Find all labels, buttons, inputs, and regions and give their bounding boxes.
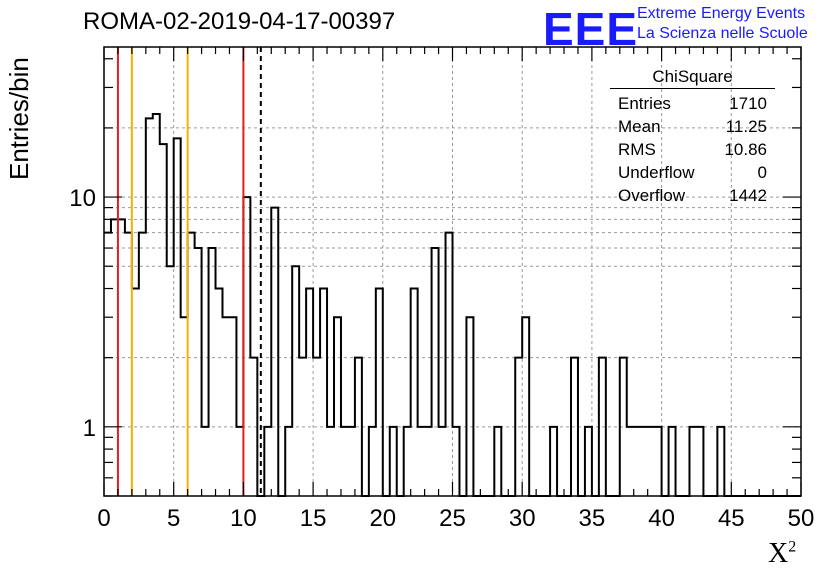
y-tick-label: 1 bbox=[83, 415, 96, 442]
stats-value: 11.25 bbox=[726, 115, 767, 138]
stats-row-entries: Entries 1710 bbox=[610, 92, 775, 115]
stats-value: 1710 bbox=[729, 92, 767, 115]
stats-label: RMS bbox=[618, 138, 656, 161]
stats-box: ChiSquare Entries 1710 Mean 11.25 RMS 10.86… bbox=[610, 67, 775, 207]
org-tagline: La Scienza nelle Scuole bbox=[637, 24, 808, 44]
y-tick-label: 10 bbox=[69, 185, 96, 212]
stats-row-underflow: Underflow 0 bbox=[610, 161, 775, 184]
eee-logo: EEE bbox=[543, 2, 638, 56]
x-tick-label: 0 bbox=[97, 505, 110, 532]
x-tick-label: 30 bbox=[509, 505, 536, 532]
stats-label: Entries bbox=[618, 92, 671, 115]
stats-title: ChiSquare bbox=[610, 67, 775, 89]
x-tick-label: 35 bbox=[579, 505, 606, 532]
x-tick-label: 20 bbox=[369, 505, 396, 532]
x-tick-label: 40 bbox=[648, 505, 675, 532]
x-tick-label: 25 bbox=[439, 505, 466, 532]
x-tick-label: 45 bbox=[718, 505, 745, 532]
x-tick-label: 10 bbox=[230, 505, 257, 532]
stats-label: Overflow bbox=[618, 184, 685, 207]
stats-row-rms: RMS 10.86 bbox=[610, 138, 775, 161]
stats-value: 0 bbox=[758, 161, 767, 184]
stats-label: Mean bbox=[618, 115, 661, 138]
chart-title: ROMA-02-2019-04-17-00397 bbox=[83, 8, 395, 36]
org-name: Extreme Energy Events bbox=[637, 4, 808, 24]
stats-label: Underflow bbox=[618, 161, 695, 184]
x-axis-label: X2 bbox=[768, 538, 796, 570]
stats-value: 10.86 bbox=[724, 138, 767, 161]
stats-row-overflow: Overflow 1442 bbox=[610, 184, 775, 207]
org-caption: Extreme Energy Events La Scienza nelle S… bbox=[637, 4, 808, 44]
x-tick-label: 50 bbox=[788, 505, 815, 532]
x-axis-label-text: X bbox=[768, 538, 788, 569]
stats-value: 1442 bbox=[729, 184, 767, 207]
x-axis-label-superscript: 2 bbox=[788, 539, 796, 556]
y-axis-label: Entries/bin bbox=[4, 57, 35, 180]
x-tick-label: 15 bbox=[300, 505, 327, 532]
stats-row-mean: Mean 11.25 bbox=[610, 115, 775, 138]
x-tick-label: 5 bbox=[167, 505, 180, 532]
